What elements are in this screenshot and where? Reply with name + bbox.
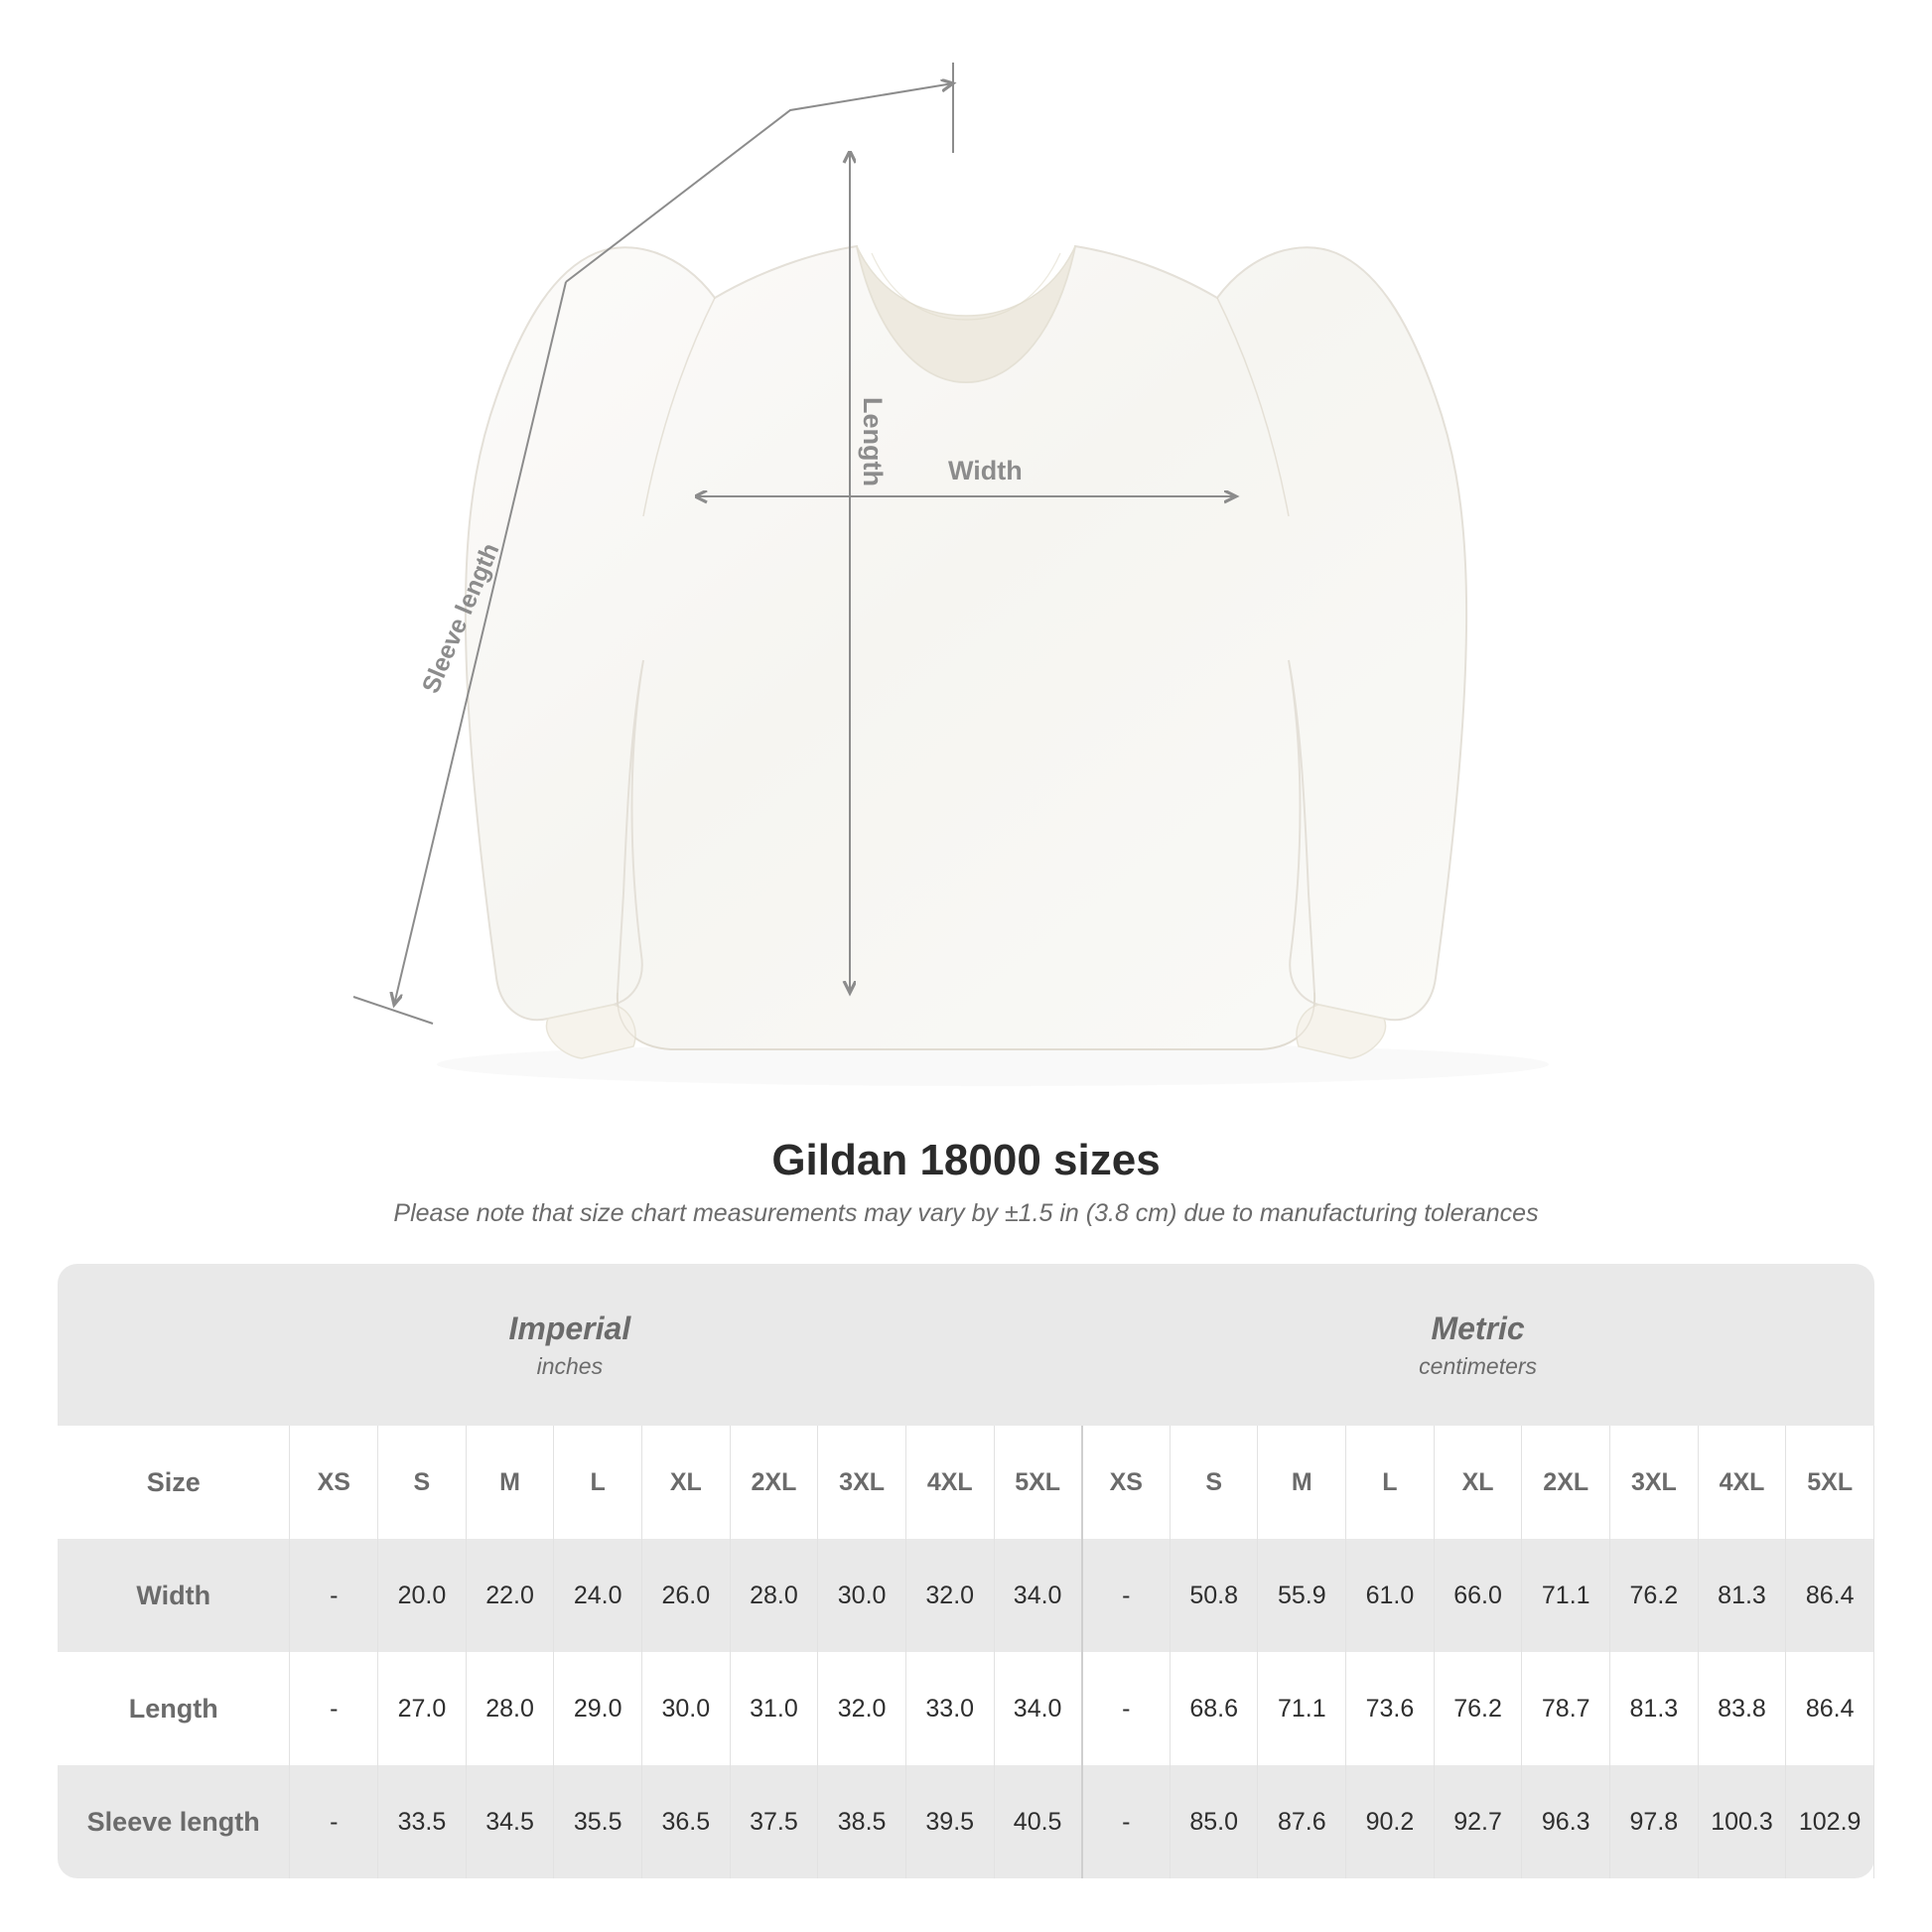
svg-text:Length: Length [858, 397, 888, 486]
svg-text:Width: Width [948, 456, 1023, 485]
